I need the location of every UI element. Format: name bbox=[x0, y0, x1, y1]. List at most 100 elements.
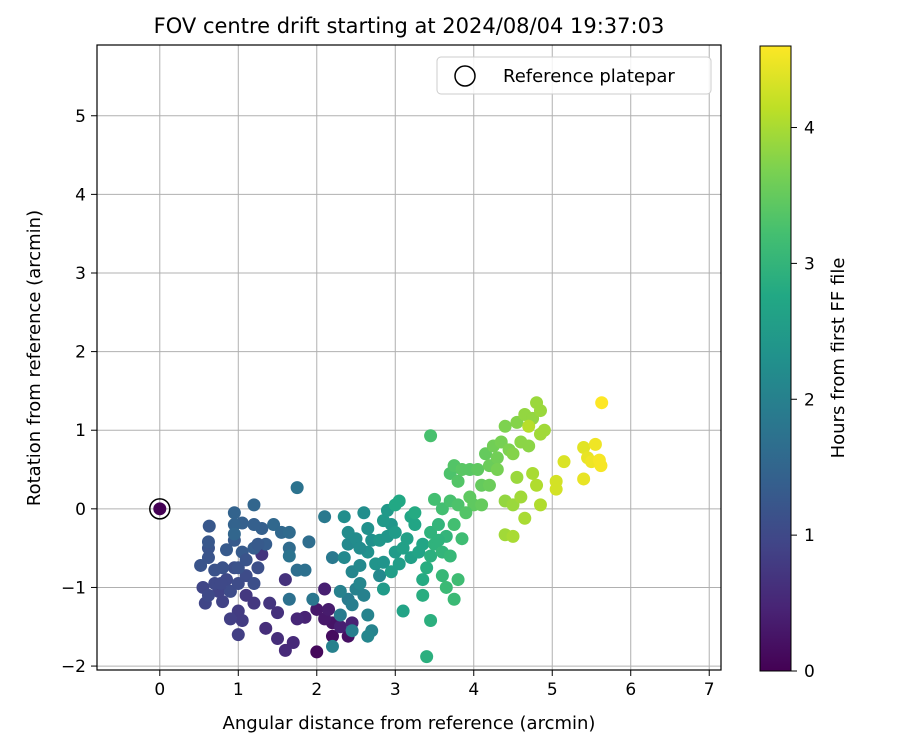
data-point bbox=[420, 561, 434, 575]
data-point bbox=[522, 419, 536, 433]
data-point bbox=[310, 645, 324, 659]
data-point bbox=[290, 612, 304, 626]
data-point bbox=[431, 518, 445, 532]
legend-marker-reference bbox=[454, 65, 476, 87]
data-point bbox=[361, 608, 375, 622]
data-point bbox=[231, 561, 245, 575]
y-tick-label: 5 bbox=[75, 107, 86, 127]
data-point bbox=[251, 537, 265, 551]
data-point bbox=[376, 514, 390, 528]
data-point bbox=[318, 582, 332, 596]
data-point bbox=[577, 441, 591, 455]
data-point bbox=[290, 481, 304, 495]
data-point bbox=[353, 558, 367, 572]
data-point bbox=[498, 419, 512, 433]
data-point bbox=[282, 592, 296, 606]
data-point bbox=[247, 577, 261, 591]
data-point bbox=[239, 588, 253, 602]
data-point bbox=[408, 506, 422, 520]
data-point bbox=[247, 498, 261, 512]
data-point bbox=[325, 639, 339, 653]
colorbar-tick-label: 1 bbox=[804, 526, 815, 546]
data-point bbox=[506, 498, 520, 512]
data-point bbox=[271, 632, 285, 646]
colorbar-ticks: 0 1 2 3 4 bbox=[791, 119, 815, 682]
data-point bbox=[302, 535, 316, 549]
data-point bbox=[345, 624, 359, 638]
data-point bbox=[263, 596, 277, 610]
data-point bbox=[431, 533, 445, 547]
data-point bbox=[577, 472, 591, 486]
data-point bbox=[153, 502, 167, 516]
data-point bbox=[416, 573, 430, 587]
data-point bbox=[435, 569, 449, 583]
data-point bbox=[201, 535, 215, 549]
data-point bbox=[533, 498, 547, 512]
data-point bbox=[459, 506, 473, 520]
data-point bbox=[518, 511, 532, 525]
data-point bbox=[333, 584, 347, 598]
data-point bbox=[345, 598, 359, 612]
data-point bbox=[376, 555, 390, 569]
x-tick-label: 3 bbox=[390, 680, 401, 700]
x-tick-label: 5 bbox=[547, 680, 558, 700]
y-axis-label: Rotation from reference (arcmin) bbox=[24, 210, 45, 506]
data-point bbox=[223, 612, 237, 626]
data-point bbox=[208, 563, 222, 577]
colorbar-tick-label: 0 bbox=[804, 662, 815, 682]
data-point bbox=[337, 551, 351, 565]
data-point bbox=[451, 474, 465, 488]
data-point bbox=[510, 415, 524, 429]
legend-box bbox=[436, 56, 712, 95]
data-point bbox=[428, 492, 442, 506]
data-point bbox=[353, 577, 367, 591]
y-tick-label: 1 bbox=[75, 421, 86, 441]
data-point bbox=[194, 558, 208, 572]
data-point bbox=[337, 510, 351, 524]
data-point bbox=[549, 482, 563, 496]
chart-title: FOV centre drift starting at 2024/08/04 … bbox=[154, 14, 665, 38]
data-point bbox=[447, 518, 461, 532]
data-point bbox=[322, 602, 336, 616]
data-point bbox=[353, 541, 367, 555]
data-point bbox=[447, 592, 461, 606]
data-point bbox=[490, 463, 504, 477]
data-point bbox=[202, 519, 216, 533]
data-point bbox=[479, 447, 493, 461]
data-point bbox=[530, 478, 544, 492]
x-tick-label: 2 bbox=[311, 680, 322, 700]
data-point bbox=[396, 604, 410, 618]
data-point bbox=[482, 478, 496, 492]
grid bbox=[97, 45, 721, 670]
data-point bbox=[278, 643, 292, 657]
colorbar-label: Hours from first FF file bbox=[828, 258, 849, 459]
data-point bbox=[325, 551, 339, 565]
data-point bbox=[201, 588, 215, 602]
data-point bbox=[588, 437, 602, 451]
legend: Reference platepar bbox=[436, 56, 712, 95]
data-point bbox=[267, 518, 281, 532]
data-point bbox=[455, 532, 469, 546]
data-point bbox=[214, 577, 228, 591]
data-point bbox=[201, 551, 215, 565]
data-point bbox=[420, 650, 434, 664]
x-tick-label: 1 bbox=[233, 680, 244, 700]
data-point bbox=[424, 429, 438, 443]
data-point bbox=[239, 553, 253, 567]
data-point bbox=[490, 451, 504, 465]
data-point bbox=[325, 629, 339, 643]
data-point bbox=[400, 532, 414, 546]
reference-marker bbox=[149, 498, 171, 520]
colorbar-gradient bbox=[759, 45, 792, 672]
data-point bbox=[522, 439, 536, 453]
data-point bbox=[471, 463, 485, 477]
data-point bbox=[227, 527, 241, 541]
data-point bbox=[341, 525, 355, 539]
y-tick-label: 3 bbox=[75, 264, 86, 284]
y-tick-label: 4 bbox=[75, 185, 86, 205]
data-point bbox=[333, 620, 347, 634]
colorbar: 0 1 2 3 4 Hours from first FF file bbox=[759, 45, 849, 682]
data-point bbox=[439, 580, 453, 594]
data-point bbox=[373, 569, 387, 583]
data-point bbox=[361, 521, 375, 535]
